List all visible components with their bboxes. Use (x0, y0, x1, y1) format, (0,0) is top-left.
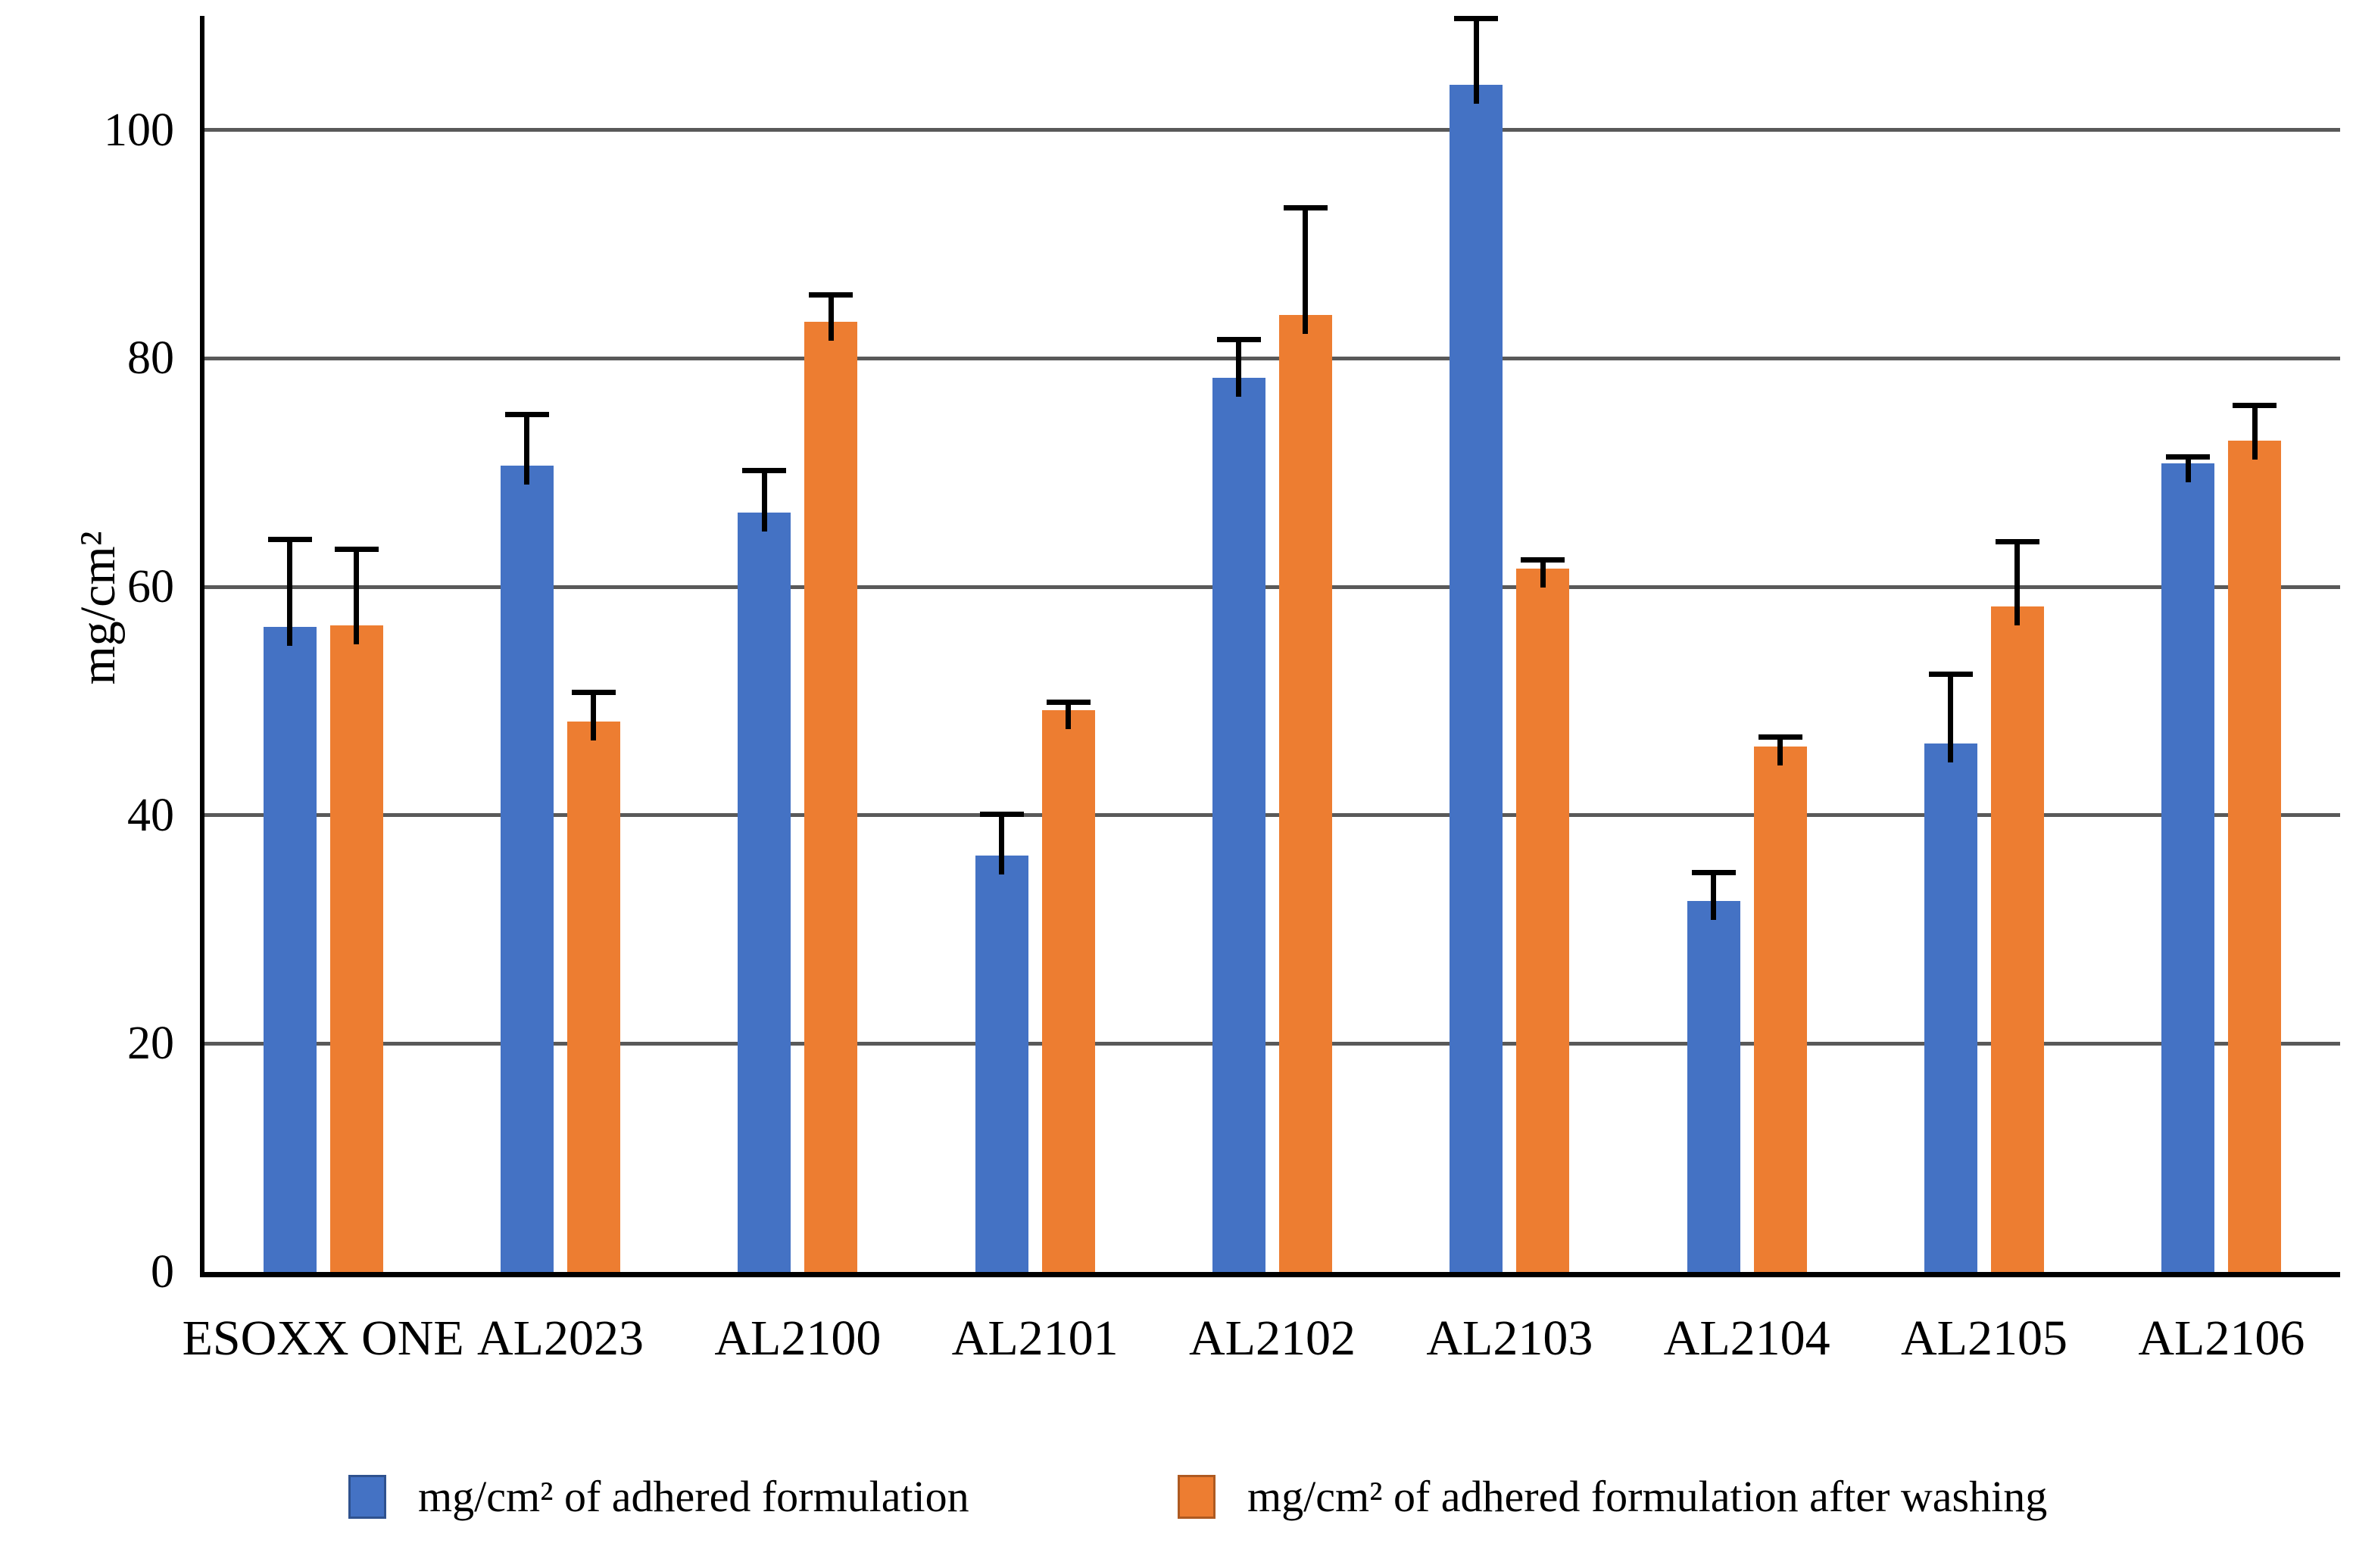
legend-label-adhered: mg/cm² of adhered formulation (418, 1472, 969, 1521)
legend-swatch-adhered (348, 1475, 386, 1519)
error-bar-adhered-AL2101 (979, 812, 1024, 874)
error-bar-cap (334, 547, 379, 553)
error-bar-cap (1758, 734, 1802, 740)
gridline-20 (204, 1041, 2340, 1046)
category-group-AL2104 (1628, 16, 1865, 1272)
error-bar-after-washing-AL2104 (1758, 734, 1802, 766)
bar-adhered-AL2106 (2161, 463, 2215, 1272)
error-bar-cap (979, 812, 1024, 818)
gridline-60 (204, 584, 2340, 589)
bar-adhered-AL2023 (500, 466, 554, 1272)
legend-label-after-washing: mg/cm² of adhered formulation after wash… (1247, 1472, 2048, 1521)
error-bar-cap (2166, 454, 2211, 460)
bar-after-washing-AL2101 (1041, 709, 1095, 1272)
x-category-label-AL2106: AL2106 (2138, 1311, 2305, 1366)
category-group-AL2101 (916, 16, 1153, 1272)
error-bar-after-washing-AL2023 (571, 689, 616, 741)
error-bar-cap (267, 536, 312, 542)
bar-after-washing-AL2100 (804, 322, 858, 1272)
gridline-80 (204, 356, 2340, 360)
error-bar-adhered-AL2105 (1928, 671, 1973, 762)
error-bar-cap (1691, 870, 1736, 876)
bar-after-washing-AL2102 (1278, 315, 1332, 1272)
legend-entry-adhered: mg/cm² of adhered formulation (348, 1473, 969, 1521)
gridline-100 (204, 128, 2340, 132)
error-bar-cap (1521, 556, 1565, 563)
error-bar-adhered-AL2023 (504, 412, 549, 485)
category-group-AL2023 (442, 16, 679, 1272)
gridline-40 (204, 813, 2340, 818)
error-bar-after-washing-AL2106 (2233, 403, 2277, 460)
error-bar-adhered-AL2100 (742, 468, 787, 532)
error-bar-adhered-AL2102 (1216, 336, 1261, 397)
bar-after-washing-ESOXX-ONE (329, 625, 383, 1272)
error-bar-cap (504, 412, 549, 418)
error-bar-cap (809, 292, 854, 298)
y-tick-label-0: 0 (151, 1246, 174, 1298)
category-group-AL2105 (1865, 16, 2102, 1272)
bar-adhered-AL2101 (975, 855, 1028, 1272)
y-tick-label-60: 60 (127, 561, 174, 613)
error-bar-cap (1283, 205, 1328, 211)
bar-after-washing-AL2104 (1753, 747, 1807, 1272)
x-category-label-ESOXX-ONE: ESOXX ONE (182, 1311, 464, 1366)
error-bar-cap (1928, 671, 1973, 677)
category-group-AL2102 (1153, 16, 1390, 1272)
error-bar-after-washing-AL2101 (1046, 700, 1091, 729)
category-group-AL2100 (679, 16, 916, 1272)
bar-after-washing-AL2103 (1516, 568, 1570, 1272)
error-bar-after-washing-AL2105 (1995, 538, 2039, 625)
x-category-label-AL2100: AL2100 (714, 1311, 882, 1366)
error-bar-cap (1216, 336, 1261, 342)
plot-area (200, 16, 2340, 1277)
x-category-label-AL2105: AL2105 (1901, 1311, 2067, 1366)
y-tick-label-80: 80 (127, 332, 174, 385)
error-bar-after-washing-AL2100 (809, 292, 854, 341)
category-group-AL2103 (1391, 16, 1628, 1272)
x-axis-line (200, 1272, 2340, 1277)
bar-after-washing-AL2023 (566, 722, 620, 1272)
y-axis-line (200, 16, 204, 1272)
error-bar-cap (1046, 700, 1091, 706)
error-bar-cap (742, 468, 787, 474)
bar-adhered-AL2100 (738, 513, 791, 1272)
category-group-AL2106 (2103, 16, 2340, 1272)
legend-swatch-after-washing (1178, 1475, 1216, 1519)
error-bar-cap (1995, 538, 2039, 544)
y-tick-label-40: 40 (127, 789, 174, 841)
category-group-ESOXX-ONE (204, 16, 442, 1272)
error-bar-adhered-ESOXX-ONE (267, 536, 312, 646)
bar-adhered-AL2105 (1924, 743, 1977, 1272)
legend: mg/cm² of adhered formulation mg/cm² of … (0, 1473, 2353, 1541)
error-bar-after-washing-ESOXX-ONE (334, 547, 379, 645)
bar-adhered-AL2104 (1687, 900, 1740, 1272)
error-bar-cap (2233, 403, 2277, 409)
bar-after-washing-AL2105 (1990, 606, 2044, 1272)
bar-after-washing-AL2106 (2228, 441, 2282, 1272)
x-category-label-AL2102: AL2102 (1189, 1311, 1356, 1366)
x-category-label-AL2023: AL2023 (477, 1311, 644, 1366)
y-tick-label-100: 100 (104, 104, 174, 156)
error-bar-after-washing-AL2102 (1283, 205, 1328, 335)
x-category-label-AL2103: AL2103 (1426, 1311, 1593, 1366)
error-bar-adhered-AL2104 (1691, 870, 1736, 920)
bar-adhered-AL2103 (1450, 84, 1503, 1272)
error-bar-cap (1454, 16, 1499, 22)
error-bar-after-washing-AL2103 (1521, 556, 1565, 588)
error-bar-cap (571, 689, 616, 695)
bar-adhered-ESOXX-ONE (263, 626, 317, 1272)
x-category-label-AL2104: AL2104 (1663, 1311, 1830, 1366)
error-bar-adhered-AL2106 (2166, 454, 2211, 483)
bar-adhered-AL2102 (1212, 378, 1265, 1272)
error-bar-adhered-AL2103 (1454, 16, 1499, 104)
x-category-label-AL2101: AL2101 (951, 1311, 1119, 1366)
legend-entry-after-washing: mg/cm² of adhered formulation after wash… (1178, 1473, 2047, 1521)
y-tick-label-20: 20 (127, 1018, 174, 1070)
